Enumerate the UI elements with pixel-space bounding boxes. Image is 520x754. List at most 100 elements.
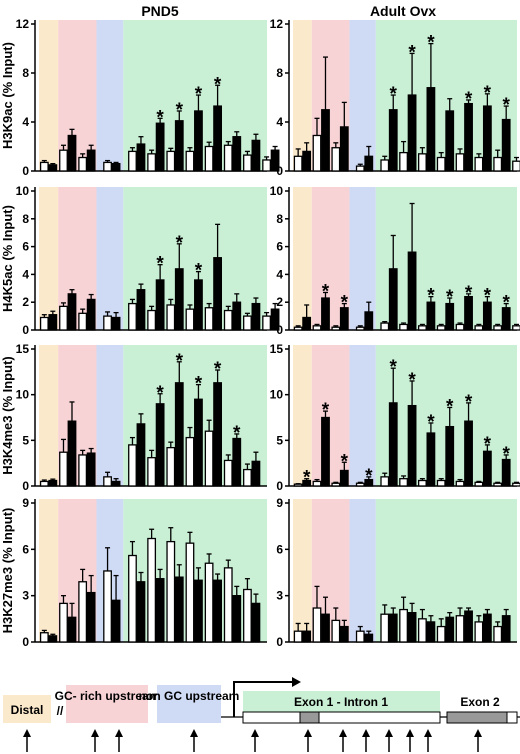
bar-open xyxy=(355,326,365,331)
y-tick-label: 10 xyxy=(270,388,284,402)
bar-filled xyxy=(48,164,58,172)
significance-star: * xyxy=(195,261,203,282)
bar-filled xyxy=(67,616,77,643)
bar-open xyxy=(166,446,176,487)
bar-filled xyxy=(482,301,492,331)
bar-open xyxy=(293,630,303,643)
region-band-distal xyxy=(39,20,59,171)
significance-star: * xyxy=(341,293,349,314)
bar-open xyxy=(243,468,252,487)
bar-filled xyxy=(174,268,184,331)
bar-open xyxy=(103,570,112,643)
gc-rich-label: GC- rich upstream xyxy=(55,689,160,703)
bar-open xyxy=(512,325,520,331)
significance-star: * xyxy=(427,286,435,307)
bar-filled xyxy=(339,625,349,643)
exon-intron-region-box xyxy=(243,691,440,712)
bar-open xyxy=(128,302,137,331)
significance-star: * xyxy=(465,89,473,110)
bar-open xyxy=(39,316,49,331)
amplicon-arrowhead-icon xyxy=(424,729,432,737)
region-band-non_gc xyxy=(96,187,124,330)
region-band-non_gc xyxy=(349,187,376,330)
y-axis-label: H3K4me3 (% Input) xyxy=(0,356,15,474)
bar-open xyxy=(59,602,68,643)
significance-star: * xyxy=(465,392,473,413)
bar-filled xyxy=(321,109,330,172)
region-band-non_gc xyxy=(96,345,124,486)
y-tick-label: 0 xyxy=(276,164,283,178)
significance-star: * xyxy=(446,396,454,417)
bar-open xyxy=(331,147,341,172)
y-tick-label: 4 xyxy=(22,115,29,129)
region-band-distal xyxy=(293,499,312,642)
bar-open xyxy=(380,159,390,172)
bar-filled xyxy=(426,301,436,331)
amplicon-arrowhead-icon xyxy=(190,729,198,737)
bar-filled xyxy=(86,452,96,487)
y-tick-label: 10 xyxy=(16,388,30,402)
bar-open xyxy=(223,309,233,331)
y-tick-label: 15 xyxy=(16,342,30,356)
non-gc-label: non GC upstream xyxy=(139,689,240,703)
bar-open xyxy=(436,479,446,487)
bar-filled xyxy=(482,613,492,643)
bar-open xyxy=(128,150,137,172)
column-title-pnd5: PND5 xyxy=(141,3,179,19)
bar-open xyxy=(59,149,68,172)
bar-open xyxy=(455,323,465,331)
bar-open xyxy=(474,481,484,487)
y-tick-label: 3 xyxy=(276,589,283,603)
significance-star: * xyxy=(322,400,330,421)
exon1-coding-box xyxy=(299,711,320,724)
bar-open xyxy=(512,482,520,487)
significance-star: * xyxy=(484,286,492,307)
region-band-non_gc xyxy=(349,499,376,642)
gc-rich-region-box xyxy=(66,685,148,723)
bar-filled xyxy=(464,102,473,172)
region-band-distal xyxy=(293,187,312,330)
region-band-distal xyxy=(293,20,312,171)
bar-filled xyxy=(86,149,96,172)
y-tick-label: 5 xyxy=(276,433,283,447)
bar-filled xyxy=(445,110,455,172)
bar-open xyxy=(331,326,341,331)
y-tick-label: 0 xyxy=(22,323,29,337)
distal-label: Distal xyxy=(11,703,44,717)
y-tick-label: 12 xyxy=(16,17,30,31)
bar-filled xyxy=(67,293,77,331)
bar-filled xyxy=(445,302,455,331)
bar-filled xyxy=(213,105,223,172)
bar-filled xyxy=(364,478,374,487)
column-title-adult-ovx: Adult Ovx xyxy=(370,3,436,19)
significance-star: * xyxy=(365,466,373,487)
bar-open xyxy=(455,480,465,487)
bar-open xyxy=(204,145,214,172)
y-tick-label: 4 xyxy=(276,267,283,281)
bar-open xyxy=(355,482,365,487)
y-tick-label: 0 xyxy=(276,323,283,337)
bar-filled xyxy=(388,613,398,643)
bar-open xyxy=(312,325,322,331)
bar-open xyxy=(399,608,408,643)
bar-open xyxy=(204,562,214,643)
bar-open xyxy=(262,159,271,172)
bar-open xyxy=(355,630,365,643)
y-tick-label: 0 xyxy=(22,479,29,493)
significance-star: * xyxy=(341,451,349,472)
bar-filled xyxy=(426,621,436,643)
bar-open xyxy=(493,482,503,487)
bar-open xyxy=(436,156,446,172)
significance-star: * xyxy=(484,83,492,104)
bar-open xyxy=(128,554,137,643)
significance-star: * xyxy=(484,434,492,455)
bar-filled xyxy=(86,298,96,331)
bar-filled xyxy=(111,316,121,331)
y-tick-label: 9 xyxy=(276,496,283,510)
bar-open xyxy=(331,619,341,643)
y-axis-label: H3K9ac (% Input) xyxy=(0,42,15,149)
bar-open xyxy=(455,153,465,172)
